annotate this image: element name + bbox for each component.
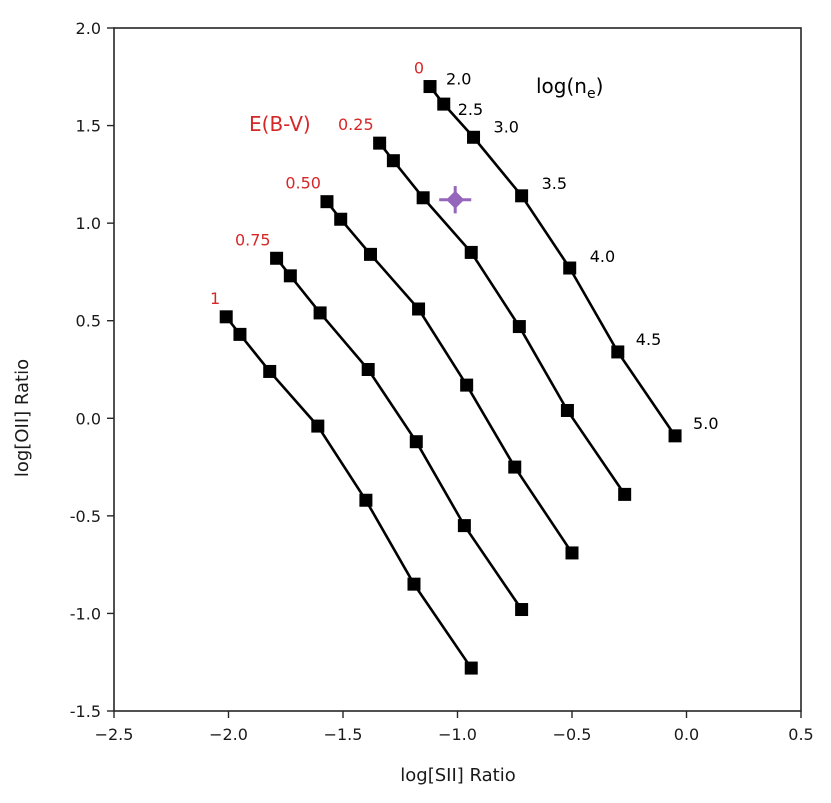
- data-point: [464, 245, 478, 259]
- series-ebv-2: [320, 195, 579, 560]
- x-tick-label: −2.5: [95, 725, 134, 744]
- density-label: 3.0: [494, 117, 519, 136]
- ebv-value-label: 0.75: [235, 230, 271, 249]
- data-point: [563, 261, 577, 275]
- data-point: [423, 80, 437, 94]
- y-axis-title: log[OII] Ratio: [12, 359, 33, 477]
- data-point: [565, 546, 579, 560]
- data-point: [508, 460, 522, 474]
- density-label: 4.0: [590, 247, 615, 266]
- y-tick-label: 0.0: [76, 409, 101, 428]
- data-point: [283, 269, 297, 283]
- measurement-point: [446, 190, 465, 209]
- series-ebv-3: [270, 251, 529, 617]
- data-point: [263, 364, 277, 378]
- y-tick-label: 1.0: [76, 214, 101, 233]
- data-point: [515, 189, 529, 203]
- data-point: [457, 519, 471, 533]
- density-label: 4.5: [636, 330, 661, 349]
- ebv-value-label: 1: [210, 289, 220, 308]
- density-label: 5.0: [693, 414, 718, 433]
- data-point: [363, 247, 377, 261]
- x-tick-label: −1.5: [324, 725, 363, 744]
- data-point: [361, 363, 375, 376]
- data-point: [407, 577, 421, 591]
- data-point: [611, 345, 625, 359]
- data-point: [386, 154, 400, 168]
- data-point: [270, 251, 284, 265]
- data-point: [412, 302, 426, 316]
- density-label: 2.5: [458, 100, 483, 119]
- axes-layer: −2.5 −2.0 −1.5 −1.0 −0.5 0.0 0.5 -1.5 -1.0 -0.5 0.…: [70, 19, 814, 744]
- data-point: [515, 603, 529, 617]
- y-tick-label: 2.0: [76, 19, 101, 38]
- data-point: [512, 320, 526, 334]
- ebv-value-label: 0.50: [285, 174, 321, 193]
- data-point: [313, 306, 327, 320]
- x-axis-title: log[SII] Ratio: [400, 765, 515, 786]
- x-tick-label: 0.0: [674, 725, 699, 744]
- series-ebv-4: [219, 310, 478, 675]
- data-point: [409, 435, 423, 449]
- y-tick-label: 0.5: [76, 312, 101, 331]
- series-ebv-0: [423, 80, 682, 443]
- data-point: [467, 130, 481, 144]
- data-point: [311, 419, 325, 433]
- density-label: 3.5: [542, 174, 567, 193]
- ne-title-close: ): [596, 74, 604, 98]
- data-point: [320, 195, 334, 209]
- series-ebv-1: [373, 136, 632, 501]
- labels-layer: 0 0.25 0.50 0.75 1 2.0 2.5 3.0 3.5 4.0 4.5 5.0: [210, 59, 718, 433]
- data-point: [416, 191, 430, 205]
- data-point: [233, 327, 247, 341]
- series-layer: [219, 80, 682, 675]
- data-point: [334, 212, 348, 226]
- data-point: [359, 493, 373, 507]
- density-label: 2.0: [446, 70, 471, 89]
- ne-title: log(ne): [536, 74, 603, 102]
- x-tick-label: 0.5: [788, 725, 813, 744]
- data-point: [219, 310, 233, 324]
- data-point: [618, 487, 632, 501]
- x-tick-label: −2.0: [209, 725, 248, 744]
- y-tick-label: -0.5: [70, 507, 101, 526]
- ebv-title: E(B-V): [249, 112, 311, 136]
- data-point: [373, 136, 387, 150]
- data-point: [460, 378, 474, 392]
- x-tick-label: −1.0: [438, 725, 477, 744]
- data-point: [560, 403, 574, 417]
- ebv-value-label: 0: [414, 59, 424, 78]
- y-tick-label: -1.0: [70, 604, 101, 623]
- data-point: [668, 429, 682, 443]
- ne-title-subscript: e: [587, 86, 596, 102]
- data-point: [437, 97, 451, 111]
- y-tick-label: -1.5: [70, 702, 101, 721]
- ebv-value-label: 0.25: [338, 115, 374, 134]
- measurement-layer: [439, 186, 472, 214]
- x-tick-label: −0.5: [553, 725, 592, 744]
- y-tick-label: 1.5: [76, 117, 101, 136]
- ne-title-main: log(n: [536, 74, 587, 98]
- data-point: [464, 661, 478, 675]
